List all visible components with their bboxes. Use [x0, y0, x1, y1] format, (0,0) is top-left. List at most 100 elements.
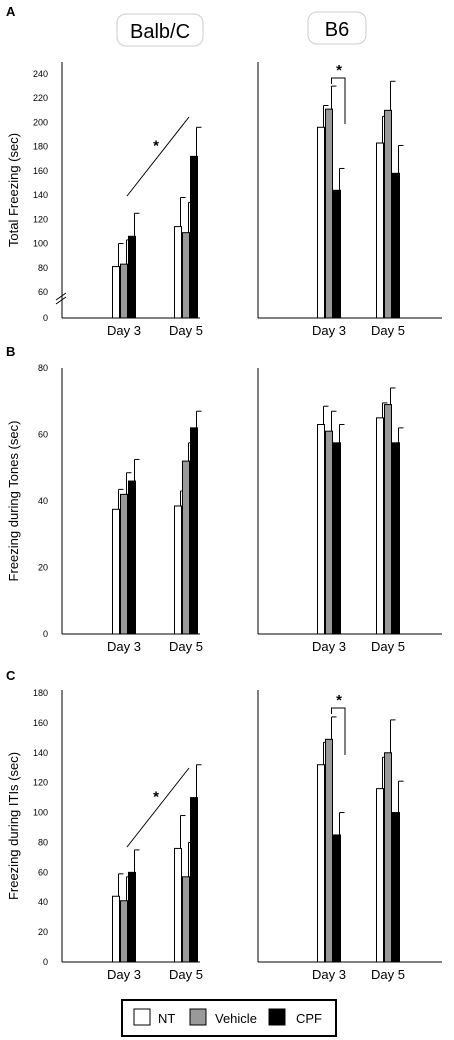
y-tick-label: 80	[38, 837, 48, 847]
significance-trend-line	[126, 116, 190, 197]
y-tick-label: 120	[33, 778, 48, 788]
x-tick-label: Day 5	[169, 967, 203, 982]
bar-vehicle-1	[182, 460, 190, 635]
legend-label-nt: NT	[158, 1011, 175, 1026]
y-tick-label: 160	[33, 166, 48, 176]
y-tick-label: 100	[33, 808, 48, 818]
y-tick-label: 60	[38, 867, 48, 877]
bar-nt-1	[174, 226, 182, 319]
x-tick-label: Day 5	[169, 639, 203, 654]
significance-star: *	[153, 138, 159, 155]
bar-cpf-1	[392, 812, 400, 963]
bar-vehicle-1	[384, 404, 392, 635]
y-tick-label: 120	[33, 214, 48, 224]
significance-bracket	[331, 707, 346, 755]
legend-label-cpf: CPF	[296, 1011, 322, 1026]
legend-label-vehicle: Vehicle	[215, 1011, 257, 1026]
bar-vehicle-1	[384, 752, 392, 963]
x-tick-label: Day 3	[107, 639, 141, 654]
bar-vehicle-0	[120, 263, 128, 319]
y-tick-label: 60	[38, 430, 48, 440]
bar-vehicle-1	[182, 232, 190, 319]
bar-nt-1	[376, 788, 384, 963]
y-axis-label: Total Freezing (sec)	[6, 133, 21, 247]
bar-cpf-0	[128, 480, 136, 635]
bar-cpf-1	[190, 155, 198, 319]
y-tick-label: 80	[38, 363, 48, 373]
bar-vehicle-1	[384, 109, 392, 319]
strain-header-box-0	[116, 13, 204, 47]
panel-A: A Total Freezing (sec) 0 60 80 100 120 140 160 18…	[6, 4, 442, 338]
bar-nt-0	[112, 508, 120, 635]
bar-nt-0	[317, 126, 325, 319]
bar-nt-0	[317, 424, 325, 635]
y-tick-label: 80	[38, 263, 48, 273]
strain-header-box-1	[307, 11, 367, 45]
axis-break-mark	[55, 296, 67, 305]
strain-header-label-1: B6	[325, 19, 349, 41]
y-tick-label: 180	[33, 688, 48, 698]
significance-star: *	[336, 692, 342, 709]
x-tick-label: Day 5	[371, 639, 405, 654]
significance-bracket	[331, 77, 346, 124]
bar-nt-0	[112, 895, 120, 963]
bar-cpf-0	[128, 871, 136, 963]
x-tick-label: Day 5	[371, 323, 405, 338]
y-tick-label: 140	[33, 190, 48, 200]
bar-vehicle-0	[120, 493, 128, 635]
y-tick-label: 180	[33, 142, 48, 152]
x-tick-label: Day 5	[371, 967, 405, 982]
x-tick-label: Day 3	[312, 323, 346, 338]
bar-nt-0	[317, 764, 325, 963]
bar-vehicle-0	[325, 108, 333, 319]
bar-vehicle-0	[325, 738, 333, 963]
bar-cpf-1	[190, 797, 198, 963]
legend: NT Vehicle CPF	[121, 999, 337, 1037]
subplot-B6: Day 3 Day 5	[257, 368, 442, 654]
bar-vehicle-0	[120, 900, 128, 963]
y-tick-label: 220	[33, 93, 48, 103]
subplot-Balb/C: Day 3 Day 5 *	[55, 62, 203, 338]
bar-nt-1	[376, 142, 384, 319]
bar-cpf-0	[128, 235, 136, 319]
bar-cpf-0	[333, 834, 341, 963]
strain-header-label-0: Balb/C	[130, 21, 190, 43]
y-tick-label: 0	[43, 957, 48, 967]
bar-nt-1	[174, 847, 182, 963]
panel-letter: A	[6, 4, 16, 19]
panel-C: C Freezing during ITIs (sec) 0 20 40 60 80 100 1…	[6, 668, 442, 982]
legend-box	[121, 999, 337, 1037]
y-axis-label: Freezing during ITIs (sec)	[6, 752, 21, 900]
x-tick-label: Day 3	[107, 967, 141, 982]
subplot-Balb/C: Day 3 Day 5	[61, 368, 203, 654]
axis-break-mark	[55, 292, 67, 301]
significance-star: *	[153, 789, 159, 806]
y-tick-label: 140	[33, 748, 48, 758]
x-tick-label: Day 3	[312, 639, 346, 654]
bar-nt-1	[376, 417, 384, 635]
y-tick-label: 0	[43, 313, 48, 323]
y-tick-label: 100	[33, 239, 48, 249]
bar-cpf-0	[333, 442, 341, 635]
legend-swatch-nt	[133, 1008, 151, 1026]
subplot-B6: Day 3 Day 5 *	[257, 62, 442, 338]
y-tick-label: 40	[38, 897, 48, 907]
legend-swatch-cpf	[268, 1008, 286, 1026]
bar-nt-1	[174, 505, 182, 635]
bar-cpf-0	[333, 189, 341, 319]
bar-vehicle-1	[182, 876, 190, 963]
bar-cpf-1	[392, 442, 400, 635]
significance-star: *	[336, 62, 342, 79]
x-tick-label: Day 3	[107, 323, 141, 338]
panel-letter: B	[6, 344, 15, 359]
y-tick-label: 20	[38, 927, 48, 937]
x-tick-label: Day 3	[312, 967, 346, 982]
bar-nt-0	[112, 266, 120, 319]
y-tick-label: 20	[38, 563, 48, 573]
significance-trend-line	[126, 767, 190, 848]
y-tick-label: 200	[33, 117, 48, 127]
bar-cpf-1	[190, 427, 198, 635]
bar-cpf-1	[392, 172, 400, 319]
y-tick-label: 240	[33, 69, 48, 79]
